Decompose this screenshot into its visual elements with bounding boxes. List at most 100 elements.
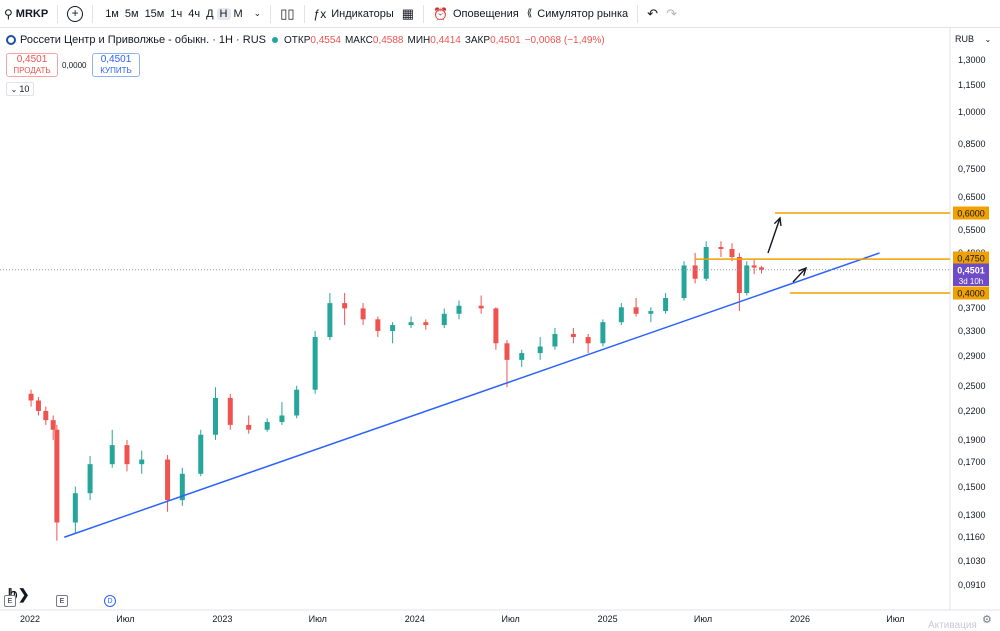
- interval-5[interactable]: Д: [206, 7, 214, 20]
- level-low-tag: 0,4000: [953, 286, 989, 300]
- chart-type-button[interactable]: ▯▯: [276, 0, 298, 28]
- time-tick: Июл: [501, 614, 520, 624]
- price-tick: 0,7500: [958, 163, 986, 174]
- price-tick: 0,0910: [958, 580, 986, 591]
- candle: [264, 422, 270, 430]
- price-tick: 0,5500: [958, 225, 986, 236]
- candles-icon: ▯▯: [280, 5, 295, 21]
- search-icon: ⚲: [4, 6, 13, 21]
- indicators-button[interactable]: ƒx Индикаторы: [310, 0, 398, 28]
- price-tick: 0,8500: [958, 139, 986, 150]
- sell-button[interactable]: 0,4501 ПРОДАТЬ: [6, 53, 58, 77]
- currency-selector[interactable]: RUB ⌄: [955, 34, 991, 44]
- interval-7[interactable]: М: [233, 7, 243, 20]
- candle: [360, 308, 366, 320]
- alarm-clock-icon: ⏰: [433, 6, 448, 21]
- chevron-down-icon: ⌄: [984, 35, 992, 44]
- candle: [703, 247, 709, 279]
- alerts-label: Оповещения: [453, 7, 519, 20]
- candle: [729, 248, 735, 258]
- price-tick: 1,0000: [958, 107, 986, 118]
- candle: [246, 424, 252, 430]
- price-tick: 0,3300: [958, 325, 986, 336]
- interval-0[interactable]: 1м: [105, 7, 119, 20]
- gear-icon[interactable]: ⚙: [982, 614, 992, 626]
- high-label: МАКС: [344, 34, 373, 46]
- candle: [109, 445, 115, 465]
- candle: [663, 297, 669, 312]
- drawings-layer[interactable]: [0, 212, 950, 538]
- low-label: МИН: [407, 34, 431, 46]
- candle: [50, 420, 56, 430]
- activation-watermark: Активация: [928, 620, 977, 631]
- time-tick: Июл: [886, 614, 905, 624]
- open-label: ОТКР: [283, 34, 311, 46]
- layouts-button[interactable]: ▦: [398, 0, 418, 28]
- candle: [736, 257, 742, 293]
- redo-icon: ↷: [666, 5, 677, 21]
- trendline[interactable]: [64, 252, 880, 538]
- candle: [456, 305, 462, 314]
- candle: [165, 459, 171, 501]
- candle: [390, 325, 396, 331]
- interval-3[interactable]: 1ч: [170, 7, 183, 20]
- arrow-head-icon: [773, 216, 782, 227]
- lots-dropdown[interactable]: ⌄ 10: [6, 82, 34, 96]
- divider: [57, 4, 59, 23]
- arrow-drawing[interactable]: [767, 217, 781, 254]
- compare-button[interactable]: +: [63, 0, 87, 28]
- earnings-marker-icon[interactable]: E: [4, 595, 16, 607]
- interval-4[interactable]: 4ч: [188, 7, 201, 20]
- arrow-head-icon: [798, 266, 808, 276]
- interval-1[interactable]: 5м: [124, 7, 139, 20]
- time-tick: Июл: [308, 614, 327, 624]
- candle: [744, 265, 750, 293]
- open-value: 0,4554: [310, 34, 341, 46]
- buy-button[interactable]: 0,4501 КУПИТЬ: [92, 53, 140, 77]
- earnings-marker-icon[interactable]: E: [56, 595, 68, 607]
- interval-2[interactable]: 15м: [144, 7, 165, 20]
- buy-label: КУПИТЬ: [100, 66, 132, 75]
- candle: [585, 337, 591, 344]
- candle: [213, 397, 219, 435]
- dividend-marker-icon[interactable]: D: [104, 595, 116, 607]
- candles-layer: [28, 241, 765, 541]
- candle: [72, 493, 78, 523]
- candle: [478, 305, 484, 309]
- low-value: 0,4414: [430, 34, 461, 46]
- symbol-label: MRKP: [15, 7, 49, 20]
- candle: [519, 353, 525, 360]
- high-value: 0,4588: [372, 34, 404, 46]
- series-title[interactable]: Россети Центр и Приволжье - обыкн. · 1Н …: [20, 34, 266, 46]
- candle: [279, 415, 285, 423]
- price-tick: 0,1900: [958, 434, 986, 445]
- candle: [87, 464, 93, 494]
- price-tick: 0,2200: [958, 405, 986, 416]
- candle: [692, 265, 698, 279]
- alerts-button[interactable]: ⏰ Оповещения: [429, 0, 523, 28]
- candle: [327, 303, 333, 338]
- price-tick: 1,3000: [958, 55, 986, 66]
- undo-button[interactable]: ↶: [643, 0, 662, 28]
- redo-button[interactable]: ↷: [662, 0, 681, 28]
- currency-label: RUB: [955, 34, 975, 44]
- replay-button[interactable]: ⟪ Симулятор рынка: [523, 0, 632, 28]
- interval-dropdown[interactable]: ⌄: [250, 0, 266, 28]
- replay-label: Симулятор рынка: [537, 7, 629, 20]
- plus-circle-icon: +: [67, 5, 84, 22]
- indicators-icon: ƒx: [313, 6, 327, 21]
- time-tick: 2023: [212, 614, 233, 624]
- time-tick: 2022: [19, 614, 41, 624]
- time-tick: Июл: [693, 614, 713, 624]
- interval-6[interactable]: Н: [216, 7, 231, 20]
- change-value: −0,0068 (−1,49%): [524, 34, 605, 46]
- divider: [637, 4, 639, 23]
- arrow-drawing[interactable]: [792, 267, 807, 283]
- close-label: ЗАКР: [464, 34, 491, 46]
- price-tick: 0,2900: [958, 351, 986, 362]
- candle: [179, 473, 185, 501]
- symbol-search[interactable]: ⚲ MRKP: [0, 0, 52, 28]
- candle: [342, 303, 348, 309]
- grid-icon: ▦: [401, 5, 415, 21]
